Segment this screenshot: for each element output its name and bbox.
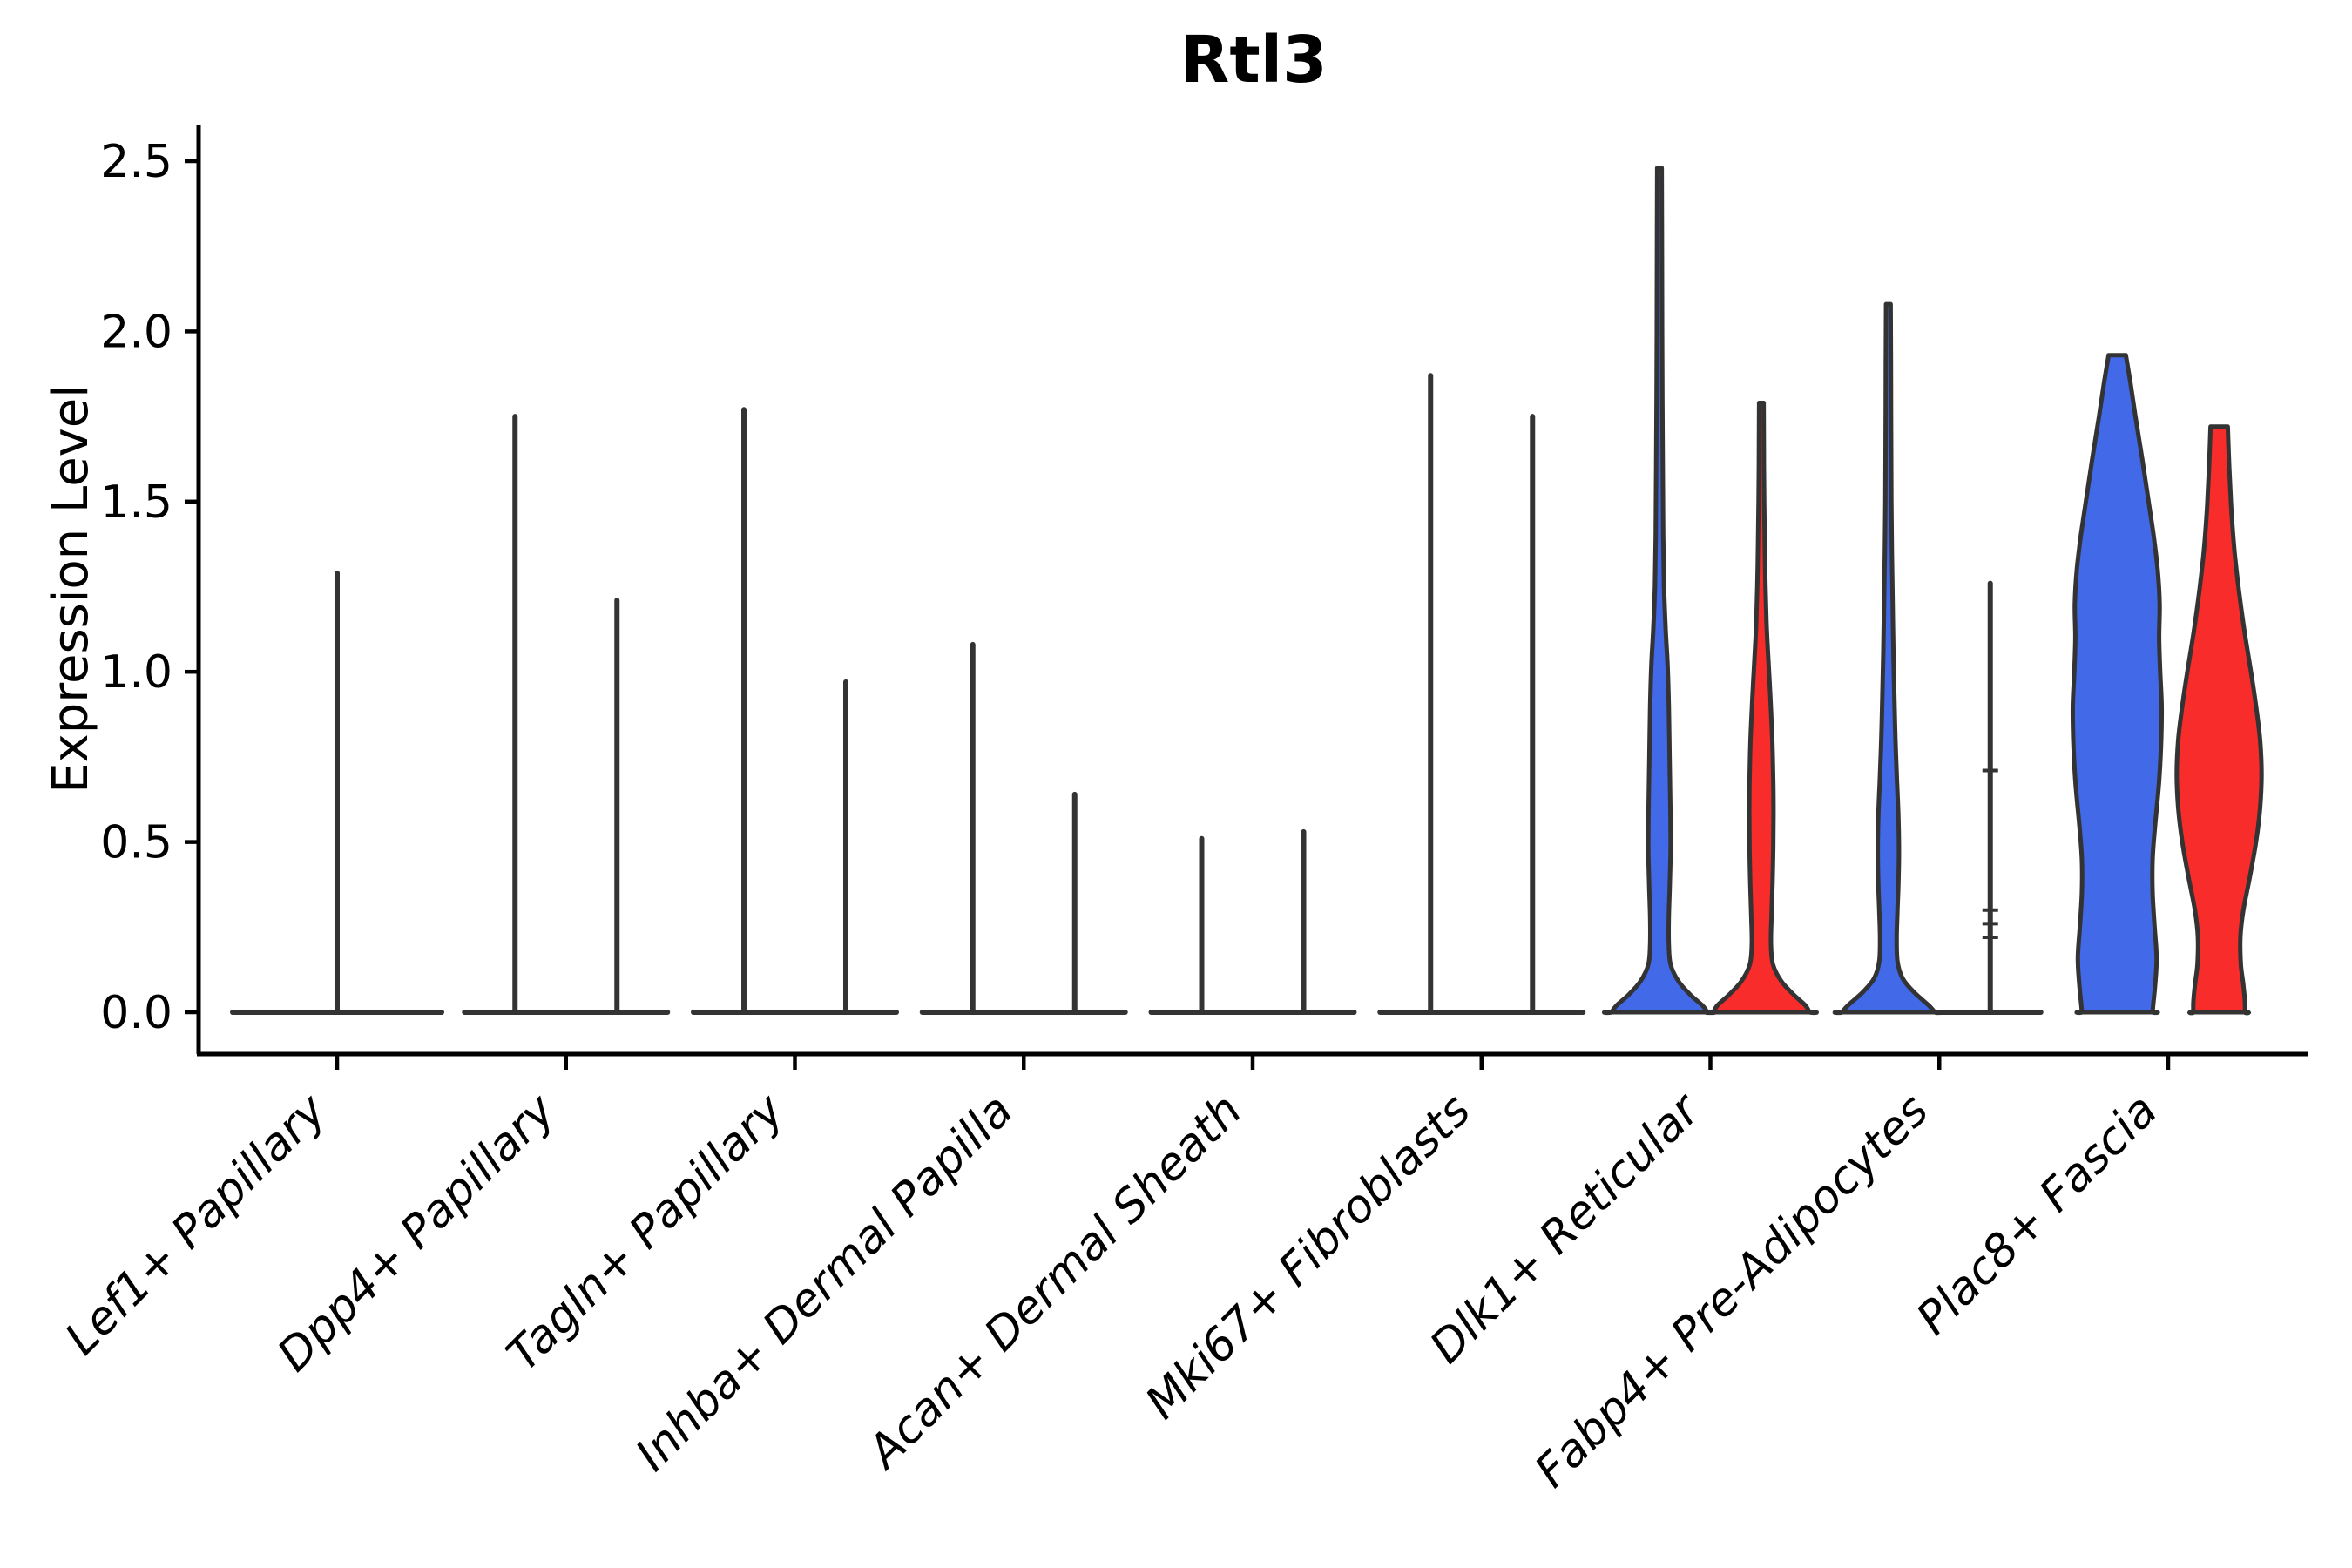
violin-shape-red xyxy=(2174,424,2264,1016)
x-axis-category-label: Plac8+ Fascia xyxy=(1907,1085,2167,1345)
y-tick-label: 2.5 xyxy=(100,136,172,188)
violin-shape-red xyxy=(1704,401,1819,1016)
violin-shape-blue xyxy=(2070,353,2165,1016)
chart-title: Rtl3 xyxy=(1179,23,1328,98)
y-tick-label: 2.0 xyxy=(100,306,172,358)
x-axis-category-label: Inhba+ Dermal Papilla xyxy=(626,1085,1024,1482)
x-axis-category-label: Fabp4+ Pre-Adipocytes xyxy=(1525,1085,1939,1498)
y-tick-label: 0.5 xyxy=(100,817,172,869)
violin-shape-blue xyxy=(1832,301,1944,1016)
y-tick-label: 0.0 xyxy=(100,987,172,1039)
y-tick-label: 1.0 xyxy=(100,646,172,699)
y-tick-label: 1.5 xyxy=(100,476,172,529)
violin-shape-blue xyxy=(1602,166,1717,1016)
x-axis-category-label: Acan+ Dermal Sheath xyxy=(856,1085,1252,1480)
